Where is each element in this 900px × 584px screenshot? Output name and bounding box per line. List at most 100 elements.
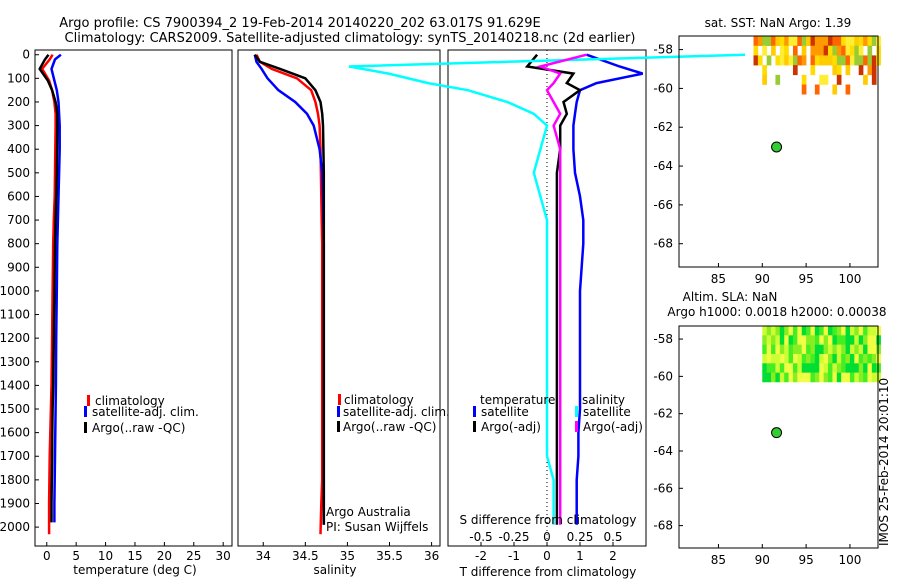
map-cell [854,344,860,355]
map-cell [771,344,776,355]
series-line-satellite [572,53,644,525]
map-cell [792,326,798,336]
map-cell [849,36,855,47]
series-line-argo-raw-qc- [38,53,59,523]
map-cell [828,335,833,345]
map-cell [810,353,816,364]
map-cell [792,372,798,383]
map-cell [788,55,794,66]
map-cell [836,65,842,76]
map-cell [779,45,785,56]
map-cell [771,335,776,345]
map-cell [766,372,772,383]
map-cell [832,372,838,383]
sla-map-title: Altim. SLA: NaN [683,290,778,304]
map-cell [762,74,767,85]
map-cell [858,45,864,56]
map-cell [836,353,842,364]
map-cell [762,372,767,383]
figure-title-line2: Climatology: CARS2009. Satellite-adjuste… [65,31,636,46]
x-tick-label: 2 [609,549,617,563]
map-cell [854,45,860,56]
s-tick-label: 0.5 [603,530,622,544]
map-cell [814,84,820,95]
legend-satellite-swatch [84,406,87,417]
map-cell [819,353,824,364]
legend-argo-label: Argo(..raw -QC) [92,421,185,435]
x-tick-label: 1 [576,549,584,563]
map-cell [823,36,829,47]
map-cell [863,353,868,364]
map-cell [841,45,846,56]
map-cell [858,326,864,336]
map-cell [867,363,873,373]
map-cell [845,326,851,336]
map-cell [849,55,855,66]
map-cell [797,344,803,355]
map-cell [806,335,811,345]
map-cell [845,84,851,95]
figure-title-line1: Argo profile: CS 7900394_2 19-Feb-2014 2… [59,16,541,31]
map-cell [876,335,881,345]
s-tick-label: 0.25 [567,530,594,544]
map-cell [871,372,877,383]
map-cell [819,36,824,47]
map-cell [854,335,860,345]
map-cell [806,36,811,47]
map-cell [823,45,829,56]
map-cell [775,372,781,383]
s-tick-label: -0.5 [469,530,492,544]
map-cell [771,326,776,336]
map-cell [801,326,807,336]
map-cell [766,326,772,336]
salinity-legend: climatology satellite-adj. clim. Argo(..… [337,393,450,434]
map-cell [797,326,803,336]
map-cell [771,363,776,373]
depth-tick-label: 1300 [0,355,30,369]
argo-float-marker [771,427,783,439]
imos-credit: IMOS 25-Feb-2014 20:01:10 [877,378,891,546]
sst-map-panel: sat. SST: NaN Argo: 1.39 85 90 95 100 -58 -60… [653,16,881,286]
difference-legend: temperature salinity satellite Argo(-adj… [473,393,643,434]
s-difference-axis-label: S difference from climatology [460,513,637,527]
legend-salinity-title: salinity [582,393,625,407]
map-cell [819,372,824,383]
lat-tick-label: -68 [653,519,673,533]
map-cell [788,344,794,355]
depth-tick-label: 400 [7,142,30,156]
map-cell [792,45,798,56]
map-cell [832,65,838,76]
legend-t-satellite-label: satellite [481,405,529,419]
x-tick-label: 0 [543,549,551,563]
map-cell [871,344,877,355]
map-cell [801,45,807,56]
map-cell [849,344,855,355]
map-cell [797,363,803,373]
map-cell [762,344,767,355]
map-cell [810,326,816,336]
legend-climatology-swatch [87,395,90,406]
map-cell [841,326,846,336]
map-cell [806,344,811,355]
series-line-satellite-adj-clim- [50,53,62,523]
map-cell [858,344,864,355]
map-cell [779,36,785,47]
map-cell [836,363,842,373]
lon-tick-label: 100 [838,553,861,567]
legend-temperature-title: temperature [480,393,555,407]
map-cell [849,335,855,345]
map-cell [797,335,803,345]
depth-tick-labels: 0 100 200 300 400 500 600 700 800 900 1000 1100 1200… [0,48,39,534]
map-cell [871,353,877,364]
map-cell [792,363,798,373]
map-cell [788,335,794,345]
map-cell [779,363,785,373]
map-cell [757,55,763,66]
map-cell [828,326,833,336]
x-tick-label: 34.5 [292,549,319,563]
map-cell [876,326,881,336]
map-cell [823,74,829,85]
depth-tick-label: 1600 [0,426,30,440]
map-cell [854,36,860,47]
